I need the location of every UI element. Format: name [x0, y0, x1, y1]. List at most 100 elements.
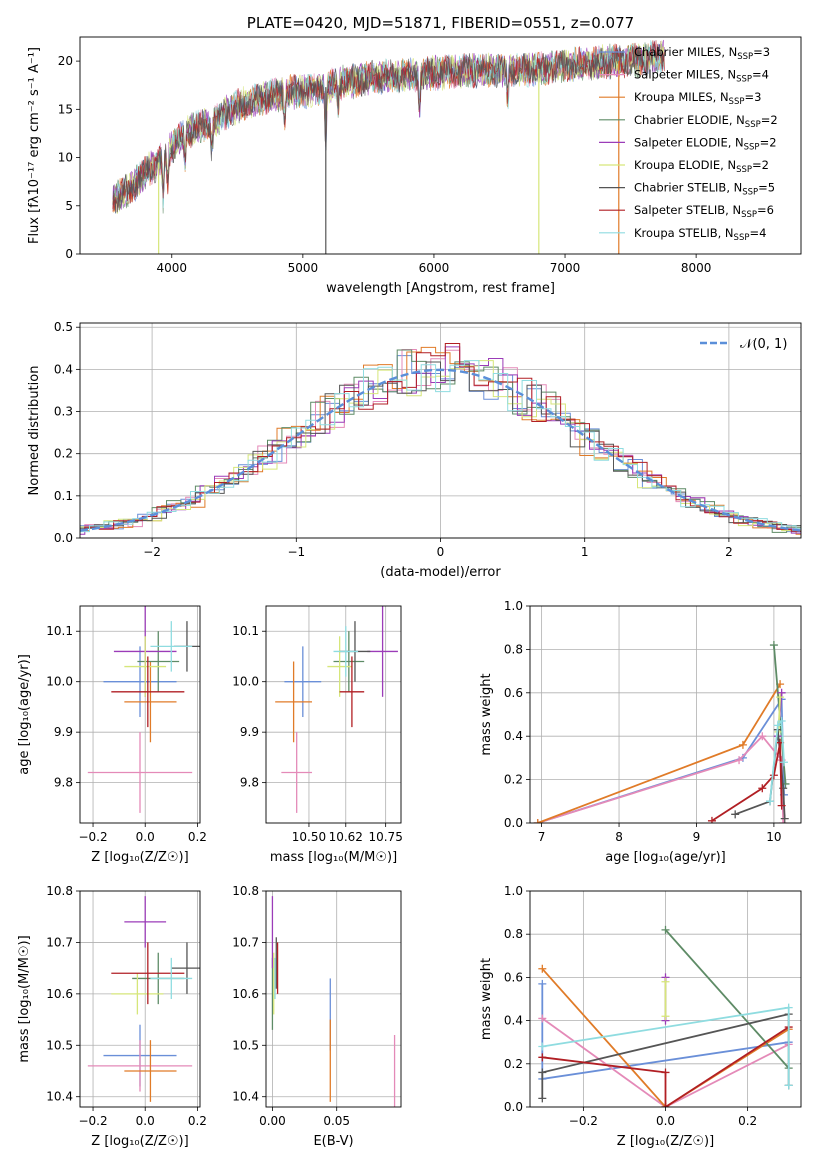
x-tick-label: 0.0 — [136, 1114, 155, 1128]
y-tick-label: 10.8 — [232, 884, 259, 898]
y-tick-label: 10.4 — [232, 1090, 259, 1104]
y-axis-label: mass [log₁₀(M/M☉)] — [17, 935, 32, 1062]
chart-title: PLATE=0420, MJD=51871, FIBERID=0551, z=0… — [247, 14, 634, 32]
y-tick-label: 9.8 — [240, 776, 259, 790]
weight-series-line — [541, 1017, 790, 1107]
x-axis-label: Z [log₁₀(Z/Z☉)] — [91, 1134, 188, 1149]
residuals-frame — [79, 322, 802, 539]
gaussian-curve — [80, 368, 801, 532]
spectrum-frame — [79, 36, 802, 255]
x-tick-label: 8 — [615, 830, 623, 844]
y-axis-label: Normed distribution — [27, 366, 42, 496]
x-axis-label: mass [log₁₀(M/M☉)] — [270, 850, 397, 865]
weight-marker — [773, 721, 782, 730]
weight-marker — [777, 717, 786, 726]
legend-entry: Salpeter MILES, NSSP=4 — [634, 68, 769, 85]
histogram-series — [80, 343, 801, 532]
weight-marker — [779, 758, 788, 767]
y-tick-label: 20 — [58, 54, 73, 68]
y-tick-label: 9.9 — [240, 725, 259, 739]
z_mass-points — [87, 896, 200, 1102]
weight-marker — [661, 977, 670, 986]
weight-marker — [777, 801, 786, 810]
y-tick-label: 10.1 — [46, 624, 73, 638]
y-tick-label: 0.8 — [504, 927, 523, 941]
x-tick-label: −0.2 — [78, 1114, 107, 1128]
x-tick-label: 2 — [725, 545, 733, 559]
weight-series-line — [541, 968, 790, 1107]
weight-marker — [779, 819, 788, 823]
y-tick-label: 0.1 — [54, 489, 73, 503]
legend-entry: Kroupa MILES, NSSP=3 — [634, 90, 761, 107]
weight-marker — [661, 1103, 670, 1107]
y-tick-label: 0 — [65, 247, 73, 261]
y-tick-label: 0.2 — [504, 773, 523, 787]
weight-marker — [661, 1012, 670, 1021]
histogram-series — [80, 360, 801, 533]
legend-entry: Salpeter STELIB, NSSP=6 — [634, 203, 774, 220]
legend-entry: Chabrier ELODIE, NSSP=2 — [634, 113, 778, 130]
spectrum-series-line — [112, 43, 665, 214]
x-tick-label: 6000 — [419, 261, 450, 275]
x-axis-label: age [log₁₀(age/yr)] — [605, 850, 726, 865]
legend-entry: Kroupa ELODIE, NSSP=2 — [634, 158, 769, 175]
ebv_mass-frame — [265, 890, 402, 1108]
weight-marker — [769, 771, 778, 780]
weight-series-line — [537, 696, 785, 823]
y-axis-label: mass weight — [479, 673, 494, 755]
y-tick-label: 10.0 — [46, 675, 73, 689]
weight-marker — [784, 1081, 793, 1090]
y-tick-label: 10.6 — [232, 987, 259, 1001]
x-tick-label: 10.62 — [329, 830, 363, 844]
legend-entry: Salpeter ELODIE, NSSP=2 — [634, 135, 777, 152]
spectrum-legend: Chabrier MILES, NSSP=3 Salpeter MILES, NS… — [599, 45, 778, 243]
y-tick-label: 10.5 — [46, 1038, 73, 1052]
z_mass-frame — [79, 890, 201, 1108]
x-tick-label: 7 — [538, 830, 546, 844]
x-tick-label: 1 — [581, 545, 589, 559]
age_weight-axes: 7 8 9 10 0.0 0.2 0.4 0.6 0.8 1.0 age [log₁₀(age/yr… — [479, 599, 801, 865]
z_age-points — [87, 606, 200, 813]
weight-series-line — [664, 929, 790, 1069]
x-tick-label: 0.00 — [259, 1114, 286, 1128]
weight-marker — [735, 756, 744, 765]
weight-marker — [533, 819, 542, 823]
weight-marker — [538, 1068, 547, 1077]
z_weight-axes: −0.2 0.0 0.2 0.0 0.2 0.4 0.6 0.8 1.0 Z [log₁₀(Z/Z… — [479, 884, 801, 1149]
x-tick-label: 9 — [693, 830, 701, 844]
x-tick-label: −0.2 — [78, 830, 107, 844]
y-axis-label: mass weight — [479, 958, 494, 1040]
age_weight-lines — [533, 641, 790, 823]
y-tick-label: 0.4 — [54, 362, 73, 376]
z_weight-frame — [529, 890, 802, 1108]
weight-series-line — [769, 718, 785, 802]
weight-marker — [538, 979, 547, 988]
x-tick-label: 10 — [766, 830, 781, 844]
weight-marker — [661, 1068, 670, 1077]
ebv_mass-points — [271, 896, 396, 1107]
y-axis-label: Flux [fλ10⁻¹⁷ erg cm⁻² s⁻¹ A⁻¹] — [27, 47, 42, 244]
weight-marker — [758, 784, 767, 793]
y-tick-label: 0.2 — [54, 447, 73, 461]
y-tick-label: 1.0 — [504, 599, 523, 613]
y-tick-label: 10.8 — [46, 884, 73, 898]
y-tick-label: 10.4 — [46, 1090, 73, 1104]
weight-marker — [776, 693, 785, 702]
x-tick-label: 0 — [437, 545, 445, 559]
legend-entry: Chabrier MILES, NSSP=3 — [634, 45, 770, 62]
y-tick-label: 9.9 — [54, 725, 73, 739]
weight-marker — [538, 1053, 547, 1062]
y-tick-label: 10.5 — [232, 1038, 259, 1052]
legend-entry: Chabrier STELIB, NSSP=5 — [634, 181, 775, 198]
x-tick-label: 7000 — [550, 261, 581, 275]
weight-marker — [738, 740, 747, 749]
y-tick-label: 10 — [58, 151, 73, 165]
x-tick-label: 10.50 — [292, 830, 326, 844]
x-tick-label: 0.05 — [323, 1114, 350, 1128]
histogram-steps — [80, 343, 801, 535]
weight-series-line — [537, 683, 781, 823]
weight-marker — [538, 1014, 547, 1023]
y-tick-label: 10.1 — [232, 624, 259, 638]
x-tick-label: −0.2 — [569, 1114, 598, 1128]
spectrum-lines — [112, 39, 665, 254]
